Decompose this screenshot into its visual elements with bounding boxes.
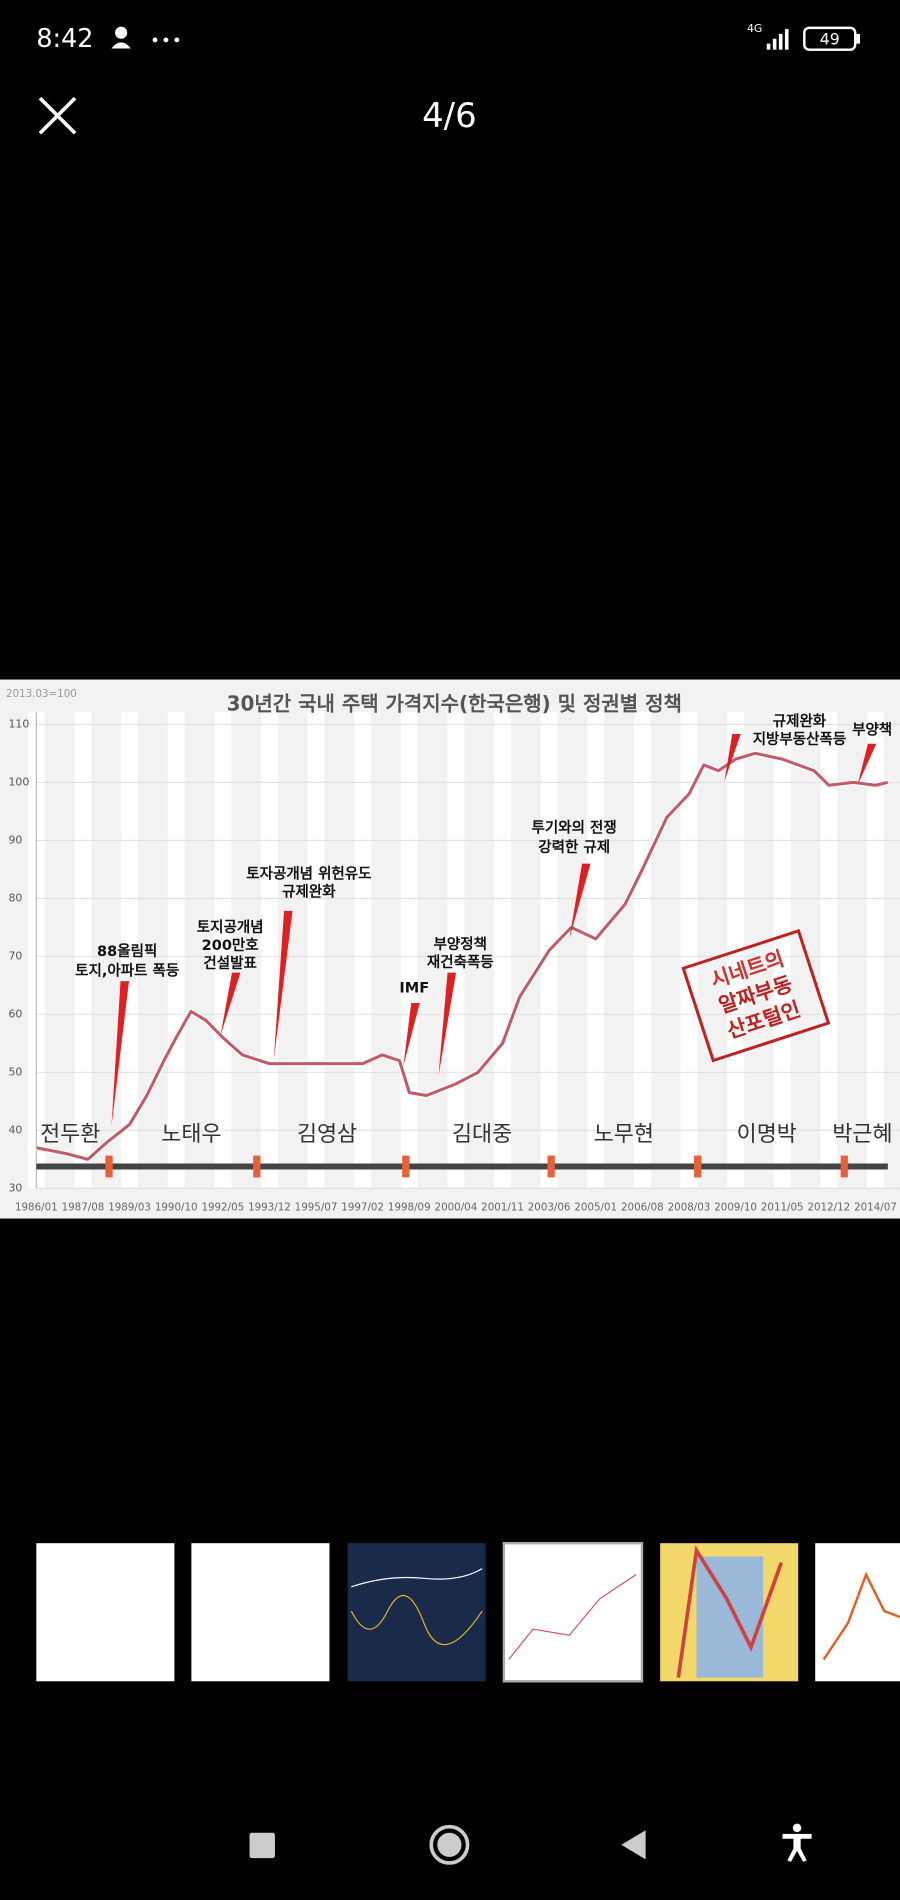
period-marker [694,1155,702,1178]
annotation-text: 부양책 [852,721,892,738]
chart-subtitle: 2013.03=100 [6,688,77,700]
period-label: 박근혜 [832,1122,892,1147]
thumbnail[interactable] [347,1543,486,1682]
annotation-text: 부양정책 [434,935,487,953]
x-tick-label: 1993/12 [248,1202,291,1214]
x-tick-label: 2009/10 [714,1202,757,1214]
network-type: 4G [747,22,762,35]
period-label: 김영삼 [297,1122,357,1147]
annotation-arrow [403,1002,420,1066]
y-tick-label: 50 [8,1065,22,1078]
period-marker [547,1155,555,1178]
status-dot [174,37,180,43]
thumbnail[interactable] [502,1541,644,1683]
annotation-text: 토자공개념 위헌유도 [246,866,371,883]
y-tick-label: 110 [8,717,29,730]
thumbnail-strip [36,1541,900,1683]
x-tick-label: 2005/01 [574,1202,617,1214]
x-tick-label: 2001/11 [481,1202,524,1214]
image-counter: 4/6 [422,96,477,135]
nav-recents[interactable] [249,1832,275,1859]
chart-image: 1986/01 1987/08 1989/03 1990/10 1992/05 1993/… [0,679,900,1219]
annotation-arrow [724,734,741,782]
thumbnail[interactable] [191,1543,330,1682]
close-button[interactable] [38,96,77,135]
thumbnail[interactable] [36,1543,175,1682]
battery-icon [803,26,857,51]
battery-tip [856,33,861,44]
nav-back[interactable] [621,1830,646,1860]
x-tick-label: 1987/08 [62,1202,105,1214]
x-tick-label: 2014/07 [854,1202,897,1214]
annotation-text: 재건축폭등 [427,954,494,971]
annotation-text: 지방부동산폭등 [753,730,846,748]
annotation-text: 토지,아파트 폭등 [75,962,179,979]
battery-level: 49 [820,29,840,48]
x-tick-label: 1990/10 [155,1202,198,1214]
thumbnail-detail [350,1594,483,1646]
thumbnail-detail [508,1574,637,1660]
annotation-text: 강력한 규제 [538,838,610,856]
status-icon [111,42,131,49]
x-tick-label: 1997/02 [341,1202,384,1214]
period-marker [105,1155,113,1178]
annotation-arrow [220,972,241,1036]
annotation-arrow [273,910,293,1060]
y-tick-label: 30 [8,1181,22,1194]
x-tick-label: 2011/05 [761,1202,804,1214]
x-tick-label: 2003/06 [528,1202,571,1214]
x-tick-label: 1986/01 [15,1202,58,1214]
annotation-text: IMF [399,980,429,996]
annotation-arrow [438,972,457,1076]
period-marker [253,1155,261,1178]
status-dot [163,37,169,43]
nav-home-inner [437,1832,462,1857]
period-label: 노무현 [594,1122,654,1147]
x-tick-label: 2006/08 [621,1202,664,1214]
x-tick-label: 1989/03 [108,1202,151,1214]
annotation-text: 규제완화 [282,884,336,901]
x-tick-label: 2000/04 [435,1202,478,1214]
status-icon [115,26,128,39]
status-dot [152,37,158,43]
annotation-text: 규제완화 [773,713,827,730]
x-tick-label: 1995/07 [295,1202,338,1214]
annotation-text: 토지공개념 [197,919,264,936]
period-label: 전두환 [40,1122,100,1147]
period-marker [840,1155,848,1178]
y-tick-label: 90 [8,833,22,846]
annotation-text: 200만호 [202,937,259,954]
x-tick-label: 2008/03 [668,1202,711,1214]
period-label: 노태우 [161,1122,221,1147]
y-tick-label: 80 [8,891,22,904]
chart-title: 30년간 국내 주택 가격지수(한국은행) 및 정권별 정책 [227,691,682,715]
signal-icon [766,29,789,50]
thumbnail-detail [351,1568,483,1588]
y-tick-label: 70 [8,949,22,962]
thumbnail-detail [822,1571,900,1661]
x-tick-label: 1992/05 [201,1202,244,1214]
period-label: 김대중 [452,1122,512,1147]
nav-accessibility[interactable] [782,1823,812,1862]
annotation-text: 88올림픽 [97,942,157,960]
annotation-text: 건설발표 [203,955,256,972]
period-marker [402,1155,410,1178]
annotation-text: 투기와의 전쟁 [532,819,617,837]
y-tick-label: 100 [8,775,29,788]
status-time: 8:42 [36,23,93,53]
period-label: 이명박 [737,1122,797,1147]
x-tick-label: 1998/09 [388,1202,431,1214]
scaled-screen: 8:42 4G 49 4/6 1986/01 1987/08 1989/03 1990… [0,22,900,1865]
y-tick-label: 60 [8,1007,22,1020]
data-line [36,751,889,1161]
thumbnail-detail [676,1545,783,1678]
stamp-border [681,928,831,1063]
nav-home[interactable] [429,1824,470,1865]
thumbnail-detail [696,1556,764,1678]
x-tick-label: 2012/12 [807,1202,850,1214]
y-tick-label: 40 [8,1123,22,1136]
